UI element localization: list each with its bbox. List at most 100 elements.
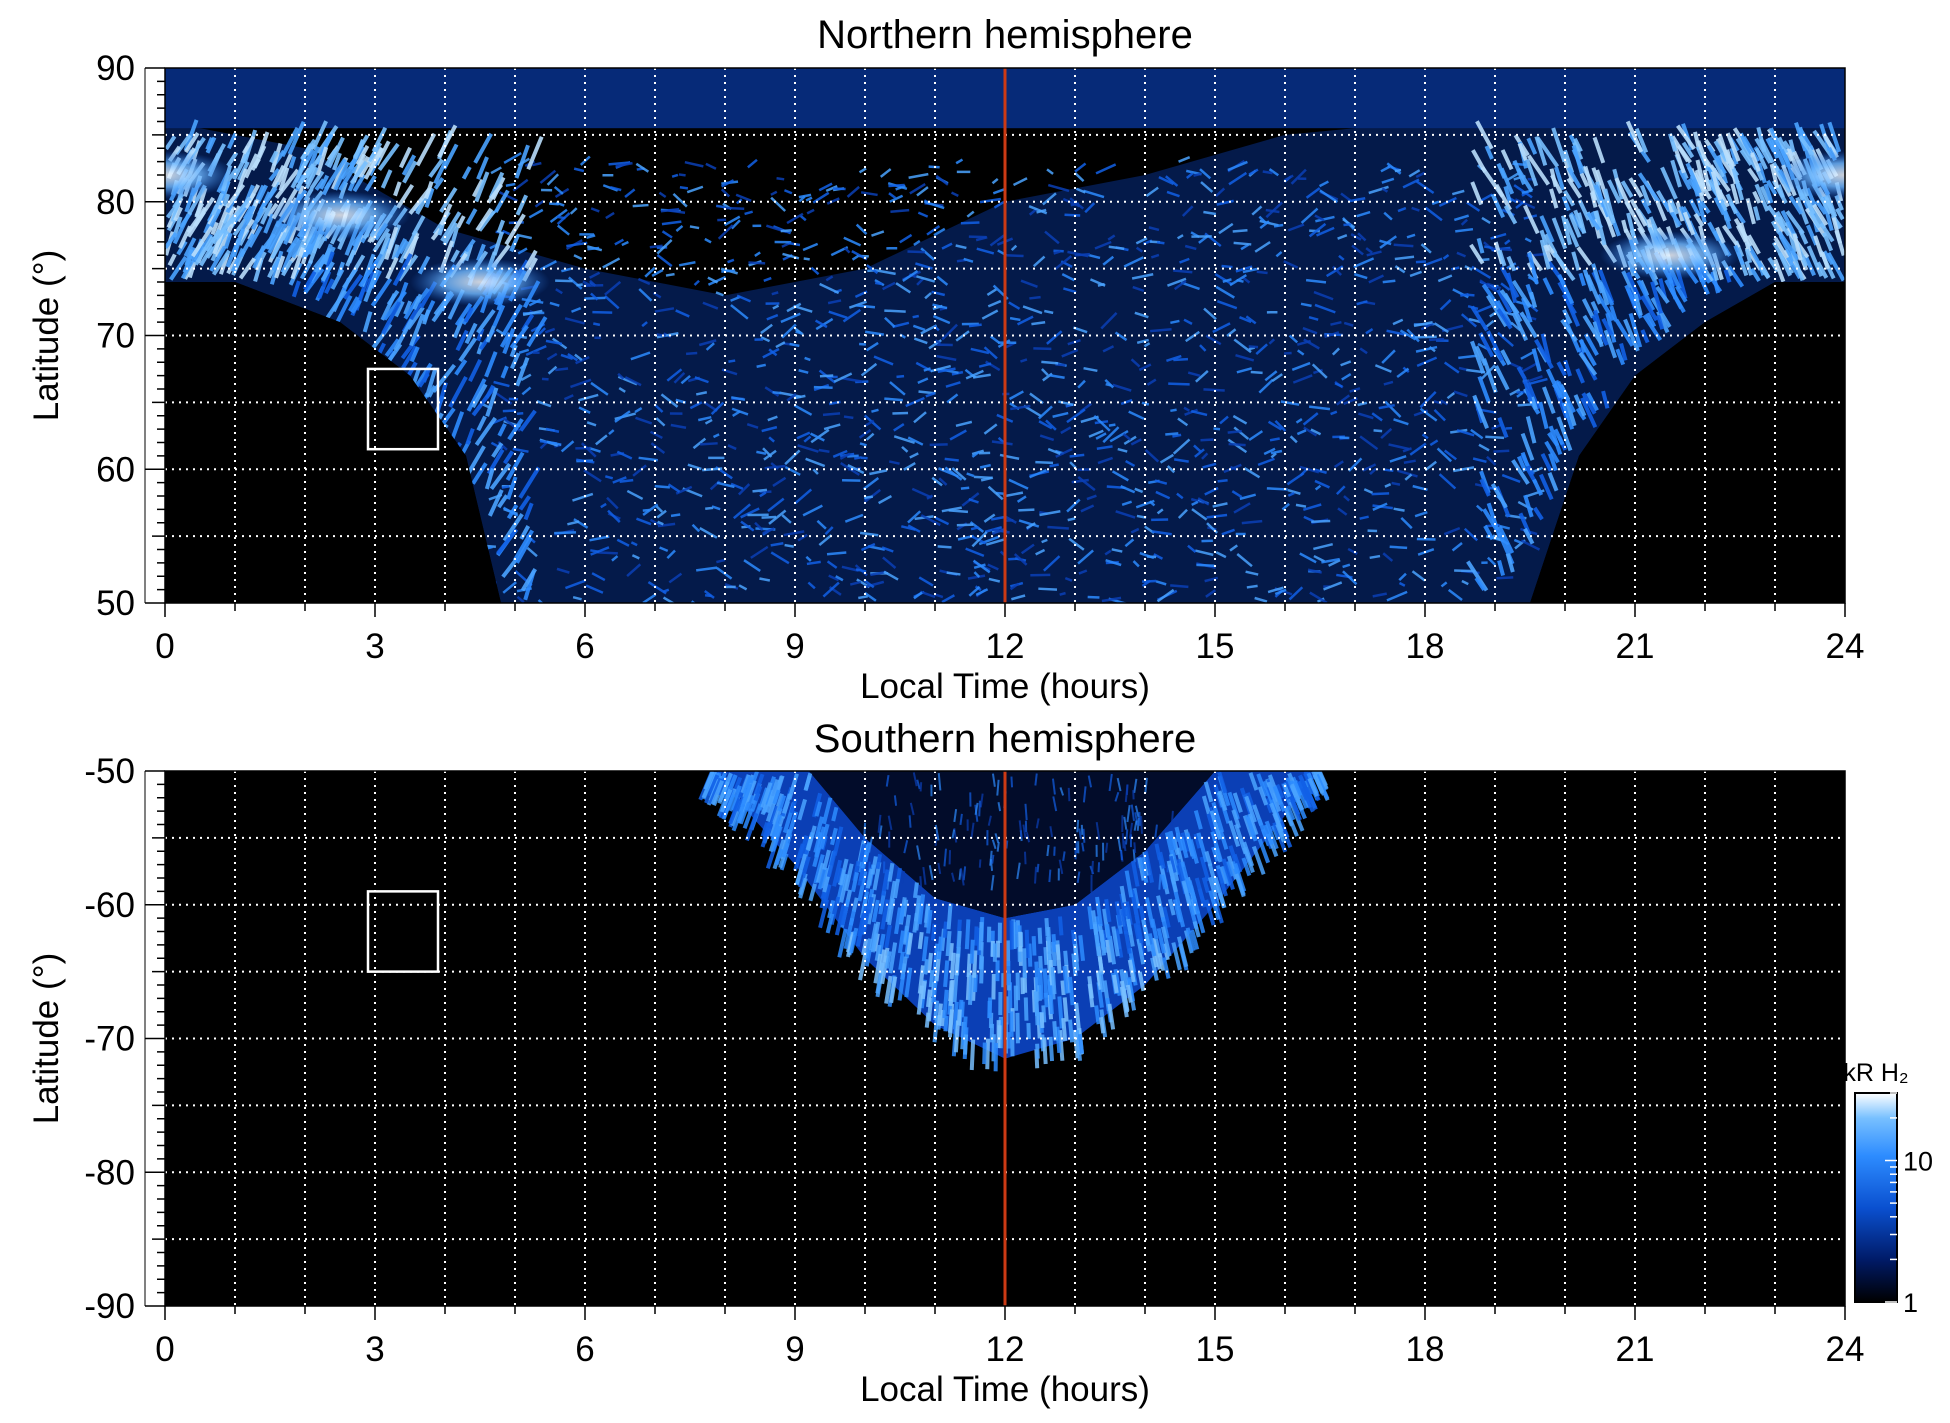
emission-streak bbox=[973, 926, 979, 946]
emission-streak bbox=[1283, 174, 1294, 182]
emission-streak bbox=[1177, 234, 1184, 240]
emission-streak bbox=[250, 157, 261, 172]
emission-streak bbox=[1008, 390, 1024, 401]
emission-streak bbox=[1381, 187, 1389, 193]
emission-streak bbox=[600, 502, 607, 509]
emission-streak bbox=[1483, 524, 1495, 541]
emission-streak bbox=[1685, 162, 1702, 194]
emission-streak bbox=[1132, 560, 1140, 568]
emission-streak bbox=[780, 228, 792, 233]
emission-streak bbox=[194, 202, 205, 217]
emission-streak bbox=[775, 341, 786, 349]
emission-streak bbox=[516, 233, 533, 240]
emission-streak bbox=[703, 771, 715, 791]
emission-streak bbox=[632, 203, 649, 208]
emission-streak bbox=[1015, 1012, 1020, 1044]
emission-streak bbox=[861, 908, 871, 933]
emission-streak bbox=[909, 182, 926, 195]
emission-streak bbox=[556, 215, 566, 220]
emission-streak bbox=[1038, 967, 1044, 1000]
emission-streak bbox=[687, 463, 702, 471]
emission-streak bbox=[1232, 792, 1243, 813]
emission-streak bbox=[502, 229, 511, 236]
emission-streak bbox=[547, 365, 558, 375]
emission-streak bbox=[1770, 138, 1788, 169]
emission-streak bbox=[1777, 231, 1800, 261]
emission-streak bbox=[1419, 391, 1437, 409]
emission-streak bbox=[760, 323, 773, 335]
emission-streak bbox=[1496, 576, 1514, 580]
emission-streak bbox=[1516, 391, 1524, 398]
emission-streak bbox=[1433, 409, 1446, 422]
emission-streak bbox=[1397, 206, 1407, 213]
emission-streak bbox=[864, 330, 885, 336]
emission-streak bbox=[1419, 407, 1438, 422]
x-tick-label: 12 bbox=[986, 1330, 1025, 1369]
emission-streak bbox=[593, 322, 601, 327]
emission-streak bbox=[944, 457, 959, 462]
emission-streak bbox=[1264, 820, 1279, 850]
emission-streak bbox=[243, 205, 254, 220]
emission-streak bbox=[970, 347, 990, 355]
emission-streak bbox=[795, 330, 802, 335]
emission-streak bbox=[1334, 382, 1343, 388]
emission-streak bbox=[881, 546, 894, 553]
emission-streak bbox=[630, 351, 651, 361]
emission-streak bbox=[1722, 224, 1741, 249]
emission-streak bbox=[919, 590, 936, 599]
emission-streak bbox=[1148, 226, 1160, 232]
emission-streak bbox=[828, 310, 848, 320]
emission-streak bbox=[770, 542, 784, 547]
emission-streak bbox=[1248, 168, 1259, 176]
emission-streak bbox=[965, 547, 985, 558]
emission-streak bbox=[1359, 515, 1369, 520]
emission-streak bbox=[996, 779, 1000, 796]
emission-streak bbox=[167, 253, 177, 267]
emission-streak bbox=[1343, 397, 1358, 405]
emission-streak bbox=[401, 154, 417, 176]
emission-streak bbox=[826, 560, 838, 569]
emission-streak bbox=[1166, 354, 1182, 363]
emission-streak bbox=[936, 275, 949, 286]
emission-streak bbox=[1655, 285, 1670, 304]
emission-streak bbox=[772, 304, 780, 310]
emission-streak bbox=[1177, 508, 1188, 519]
emission-streak bbox=[659, 546, 669, 553]
emission-streak bbox=[850, 872, 859, 893]
emission-streak bbox=[1027, 943, 1033, 967]
emission-streak bbox=[956, 523, 974, 527]
emission-streak bbox=[638, 288, 653, 302]
emission-streak bbox=[1095, 432, 1107, 440]
emission-streak bbox=[1246, 584, 1258, 589]
emission-streak bbox=[454, 302, 473, 327]
emission-streak bbox=[767, 805, 778, 827]
emission-streak bbox=[1827, 121, 1842, 153]
peak-glow bbox=[410, 258, 550, 306]
emission-streak bbox=[1088, 429, 1104, 438]
emission-streak bbox=[672, 192, 688, 208]
emission-streak bbox=[895, 282, 912, 294]
emission-streak bbox=[858, 167, 867, 174]
emission-streak bbox=[546, 352, 558, 361]
emission-streak bbox=[1043, 992, 1049, 1008]
emission-streak bbox=[398, 230, 418, 264]
emission-streak bbox=[1062, 997, 1069, 1022]
emission-streak bbox=[951, 467, 967, 481]
emission-streak bbox=[966, 953, 972, 978]
emission-streak bbox=[290, 247, 305, 280]
emission-streak bbox=[815, 317, 834, 331]
emission-streak bbox=[865, 341, 879, 352]
emission-streak bbox=[476, 415, 487, 432]
y-tick-label: -60 bbox=[84, 886, 135, 925]
emission-streak bbox=[304, 166, 319, 190]
emission-streak bbox=[747, 158, 758, 169]
emission-streak bbox=[1041, 1005, 1047, 1023]
emission-streak bbox=[901, 956, 908, 973]
emission-streak bbox=[1675, 285, 1688, 303]
emission-streak bbox=[987, 299, 1002, 308]
emission-streak bbox=[1058, 859, 1064, 875]
emission-streak bbox=[1500, 349, 1512, 366]
emission-streak bbox=[1586, 392, 1599, 412]
emission-streak bbox=[934, 824, 940, 841]
emission-streak bbox=[1296, 429, 1307, 436]
